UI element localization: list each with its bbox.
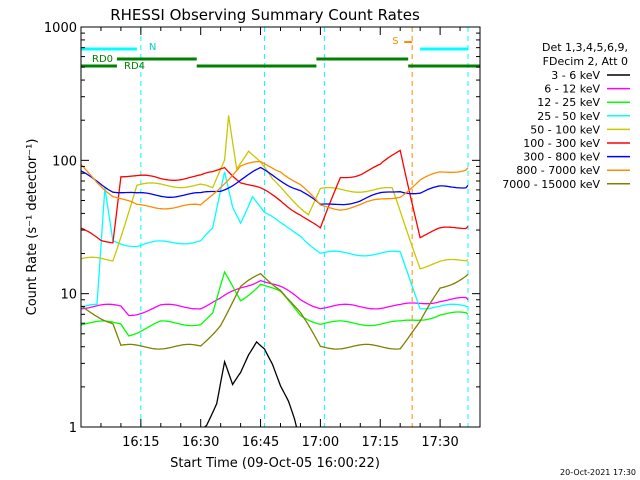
y-tick-label-2: 100 xyxy=(52,154,77,169)
y-axis-label: Count Rate (s⁻¹ detector⁻¹) xyxy=(25,139,40,316)
series-line-5 xyxy=(80,149,469,244)
series-line-0 xyxy=(204,340,298,428)
night-label: N xyxy=(149,42,156,53)
x-tick-label-3: 17:00 xyxy=(302,435,339,450)
saa-label: S xyxy=(392,36,398,47)
x-tick-label-4: 17:15 xyxy=(362,435,399,450)
legend-label-3: 25 - 50 keV xyxy=(537,110,600,123)
x-tick-label-1: 16:30 xyxy=(182,435,219,450)
legend-header-line-2: FDecim 2, Att 0 xyxy=(543,55,628,68)
legend-label-4: 50 - 100 keV xyxy=(530,123,600,136)
x-tick-label-2: 16:45 xyxy=(242,435,279,450)
x-tick-label-0: 16:15 xyxy=(122,435,159,450)
series-line-2 xyxy=(80,270,469,337)
plot-area: N S RD0 RD4 xyxy=(80,27,480,428)
legend-label-6: 300 - 800 keV xyxy=(523,151,600,164)
legend: Det 1,3,4,5,6,9, FDecim 2, Att 0 3 - 6 k… xyxy=(502,41,630,191)
legend-header-line-1: Det 1,3,4,5,6,9, xyxy=(542,41,628,54)
x-tick-label-5: 17:30 xyxy=(421,435,458,450)
axis-ticks: 1 10 100 1000 16:15 16:30 16:45 17:00 17:15 17:30 xyxy=(44,21,481,450)
series-line-3 xyxy=(80,171,469,310)
legend-label-5: 100 - 300 keV xyxy=(523,137,600,150)
footer-date: 20-Oct-2021 17:30 xyxy=(560,468,636,477)
series-line-1 xyxy=(80,279,469,317)
y-tick-label-3: 1000 xyxy=(44,21,77,36)
legend-label-7: 800 - 7000 keV xyxy=(516,164,600,177)
series-line-6 xyxy=(80,166,469,206)
y-tick-label-1: 10 xyxy=(60,288,77,303)
series-line-8 xyxy=(80,272,469,350)
legend-label-2: 12 - 25 keV xyxy=(537,96,600,109)
rd4-label: RD4 xyxy=(124,61,145,72)
rd0-label: RD0 xyxy=(92,54,113,65)
legend-label-8: 7000 - 15000 keV xyxy=(502,178,600,191)
y-tick-label-0: 1 xyxy=(69,421,77,436)
x-axis-label: Start Time (09-Oct-05 16:00:22) xyxy=(170,456,380,471)
legend-label-1: 6 - 12 keV xyxy=(544,83,600,96)
series-line-7 xyxy=(80,160,469,211)
legend-label-0: 3 - 6 keV xyxy=(551,69,600,82)
series-line-4 xyxy=(80,115,469,270)
chart-title: RHESSI Observing Summary Count Rates xyxy=(110,6,420,24)
